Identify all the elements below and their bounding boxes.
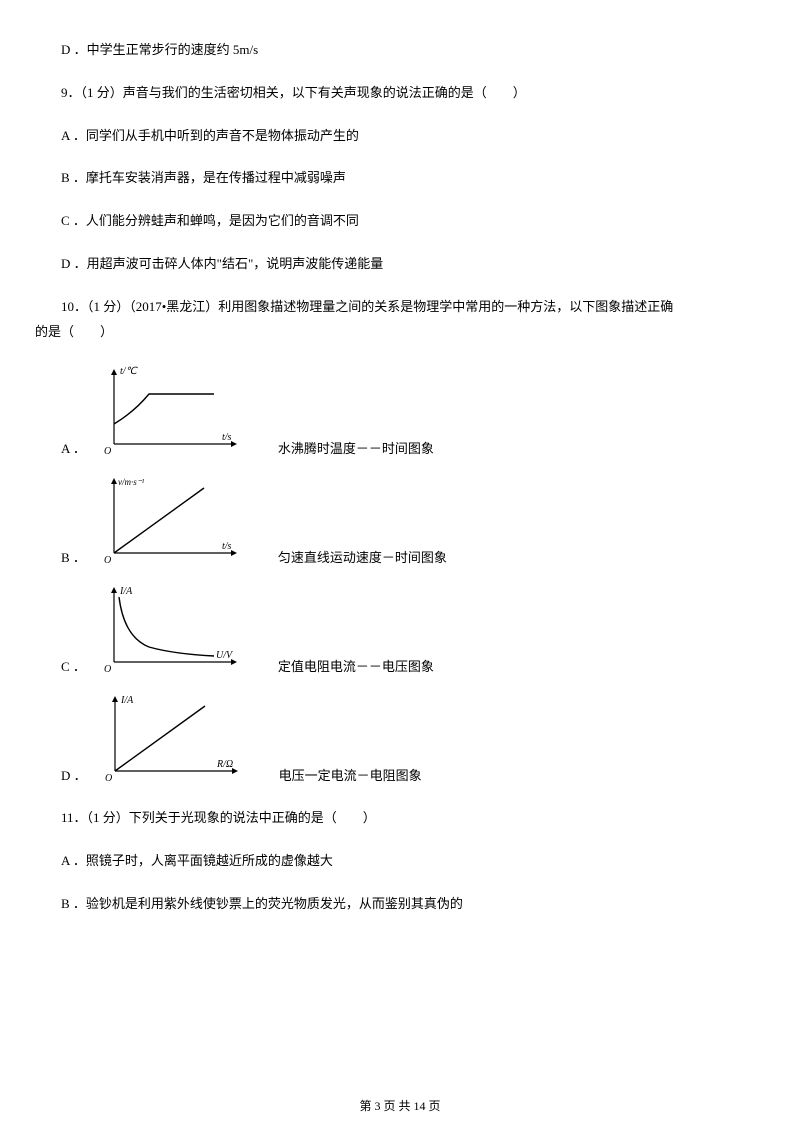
svg-text:O: O (105, 773, 112, 784)
q10-option-c: C ． I/A U/V O 定值电阻电流－－电压图象 (35, 582, 765, 677)
option-a-caption: 水沸腾时温度－－时间图象 (252, 439, 434, 460)
x-axis-label: t/s (222, 432, 232, 443)
svg-text:O: O (104, 664, 111, 675)
y-axis-label: I/A (120, 695, 134, 706)
page-footer: 第 3 页 共 14 页 (0, 1097, 800, 1114)
q11-option-b: B ．验钞机是利用紫外线使钞票上的荧光物质发光，从而鉴别其真伪的 (35, 894, 765, 915)
x-axis-label: U/V (216, 650, 234, 661)
svg-text:O: O (104, 555, 111, 566)
q9-option-c: C ．人们能分辨蛙声和蝉鸣，是因为它们的音调不同 (35, 211, 765, 232)
q9-stem: 9．（1 分）声音与我们的生活密切相关，以下有关声现象的说法正确的是（ ） (35, 83, 765, 104)
y-axis-label: v/m·s⁻¹ (118, 477, 144, 487)
boil-graph: t/℃ t/s O (94, 364, 244, 459)
decay-graph: I/A U/V O (94, 582, 244, 677)
option-b-label: B ． (35, 548, 86, 569)
option-c-label: C ． (35, 657, 86, 678)
q11-stem: 11．（1 分）下列关于光现象的说法中正确的是（ ） (35, 808, 765, 829)
option-c-caption: 定值电阻电流－－电压图象 (252, 657, 434, 678)
option-d-label: D ． (35, 766, 87, 787)
q9-option-d: D ．用超声波可击碎人体内"结石"，说明声波能传递能量 (35, 254, 765, 275)
option-d-caption: 电压一定电流－电阻图象 (253, 766, 422, 787)
linear-graph-2: I/A R/Ω O (95, 691, 245, 786)
q10-stem-2: 的是（ ） (35, 322, 765, 343)
q8-option-d: D ．中学生正常步行的速度约 5m/s (35, 40, 765, 61)
q10-option-d: D ． I/A R/Ω O 电压一定电流－电阻图象 (35, 691, 765, 786)
q9-option-a: A ．同学们从手机中听到的声音不是物体振动产生的 (35, 126, 765, 147)
option-b-caption: 匀速直线运动速度－时间图象 (252, 548, 447, 569)
q10-option-a: A ． t/℃ t/s O 水沸腾时温度－－时间图象 (35, 364, 765, 459)
x-axis-label: t/s (222, 541, 232, 552)
q11-option-a: A ．照镜子时，人离平面镜越近所成的虚像越大 (35, 851, 765, 872)
q10-option-b: B ． v/m·s⁻¹ t/s O 匀速直线运动速度－时间图象 (35, 473, 765, 568)
q10-stem-1: 10．（1 分）（2017•黑龙江）利用图象描述物理量之间的关系是物理学中常用的… (35, 297, 765, 318)
svg-text:O: O (104, 446, 111, 457)
linear-graph: v/m·s⁻¹ t/s O (94, 473, 244, 568)
x-axis-label: R/Ω (216, 759, 233, 770)
q9-option-b: B ．摩托车安装消声器，是在传播过程中减弱噪声 (35, 168, 765, 189)
y-axis-label: I/A (119, 586, 133, 597)
option-a-label: A ． (35, 439, 86, 460)
y-axis-label: t/℃ (120, 366, 139, 377)
